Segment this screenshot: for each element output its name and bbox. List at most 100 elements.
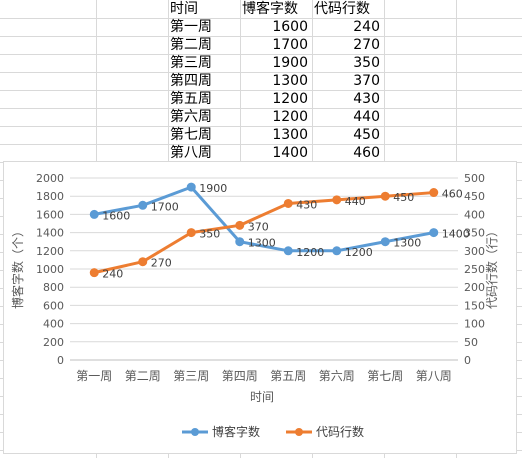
code-lines-data-label: 460	[442, 188, 463, 201]
header-cell-code-lines[interactable]: 代码行数	[314, 1, 370, 17]
table-cell-code[interactable]: 240	[353, 19, 380, 35]
sheet-row-line	[0, 90, 522, 91]
blog-words-point[interactable]	[138, 200, 148, 210]
table-cell-blog[interactable]: 1200	[272, 109, 308, 125]
table-cell-week[interactable]: 第四周	[170, 73, 212, 89]
right-tick-label: 400	[464, 208, 485, 221]
table-cell-blog[interactable]: 1400	[272, 145, 308, 161]
right-axis-title: 代码行数（行）	[484, 225, 499, 309]
left-tick-label: 600	[43, 299, 64, 312]
table-cell-blog[interactable]: 1200	[272, 91, 308, 107]
sheet-row-line	[0, 36, 522, 37]
x-tick-label: 第六周	[319, 369, 355, 383]
sheet-row-line	[0, 18, 522, 19]
left-tick-label: 400	[43, 318, 64, 331]
legend-point-marker	[295, 428, 303, 436]
sheet-row-line	[0, 108, 522, 109]
chart-legend[interactable]: 博客字数 代码行数	[182, 424, 364, 439]
right-tick-label: 450	[464, 190, 485, 203]
right-tick-label: 100	[464, 318, 485, 331]
code-lines-point[interactable]	[138, 257, 148, 267]
table-cell-week[interactable]: 第七周	[170, 127, 212, 143]
blog-words-data-label: 1400	[442, 228, 470, 241]
right-tick-label: 200	[464, 281, 485, 294]
code-lines-point[interactable]	[429, 188, 439, 198]
header-cell-time[interactable]: 时间	[170, 1, 198, 17]
table-cell-code[interactable]: 350	[353, 55, 380, 71]
legend-entry-label[interactable]: 代码行数	[316, 424, 364, 439]
blog-words-data-label: 1700	[151, 200, 179, 213]
code-lines-series-line[interactable]	[92, 191, 436, 275]
table-cell-blog[interactable]: 1600	[272, 19, 308, 35]
right-tick-label: 300	[464, 245, 485, 258]
left-tick-label: 1600	[36, 208, 64, 221]
legend-point-marker	[191, 428, 199, 436]
table-cell-code[interactable]: 450	[353, 127, 380, 143]
table-cell-week[interactable]: 第二周	[170, 37, 212, 53]
table-cell-week[interactable]: 第五周	[170, 91, 212, 107]
x-axis-title: 时间	[250, 390, 274, 404]
sheet-row-line	[0, 72, 522, 73]
right-tick-label: 500	[464, 172, 485, 185]
table-cell-code[interactable]: 270	[353, 37, 380, 53]
code-lines-data-label: 350	[199, 228, 220, 241]
right-tick-label: 50	[464, 336, 478, 349]
x-tick-label: 第一周	[76, 369, 112, 383]
left-tick-label: 1400	[36, 227, 64, 240]
x-tick-label: 第七周	[367, 369, 403, 383]
blog-words-point[interactable]	[332, 246, 342, 256]
code-lines-data-label: 270	[151, 257, 172, 270]
left-axis-title: 博客字数（个）	[10, 225, 25, 309]
table-cell-week[interactable]: 第三周	[170, 55, 212, 71]
left-tick-label: 200	[43, 336, 64, 349]
right-tick-label: 250	[464, 263, 485, 276]
blog-words-point[interactable]	[380, 237, 390, 247]
chart-gridlines	[70, 177, 458, 361]
x-axis: 第一周 第二周 第三周 第四周 第五周 第六周 第七周 第八周	[70, 359, 458, 383]
code-lines-point[interactable]	[186, 228, 196, 238]
code-lines-data-label: 450	[393, 191, 414, 204]
x-tick-label: 第四周	[222, 369, 258, 383]
table-cell-blog[interactable]: 1700	[272, 37, 308, 53]
chart-series[interactable]	[89, 182, 439, 278]
chart-data-labels: 1600 1700 1900 1300 1200 1200 1300 1400 240 270 35…	[102, 182, 470, 281]
right-tick-label: 150	[464, 299, 485, 312]
left-tick-label: 1000	[36, 263, 64, 276]
blog-words-data-label: 1900	[199, 182, 227, 195]
table-cell-code[interactable]: 430	[353, 91, 380, 107]
table-cell-code[interactable]: 440	[353, 109, 380, 125]
x-tick-label: 第八周	[416, 369, 452, 383]
blog-words-point[interactable]	[235, 237, 245, 247]
code-lines-point[interactable]	[283, 198, 293, 208]
code-lines-point[interactable]	[380, 191, 390, 201]
blog-words-point[interactable]	[89, 209, 99, 219]
code-lines-data-label: 370	[248, 220, 269, 233]
code-lines-point[interactable]	[235, 220, 245, 230]
code-lines-data-label: 440	[345, 195, 366, 208]
table-cell-blog[interactable]: 1900	[272, 55, 308, 71]
blog-words-data-label: 1300	[393, 237, 421, 250]
left-axis: 0 200 400 600 800 1000 1200 1400 1600 1800 2000	[36, 172, 64, 367]
table-cell-week[interactable]: 第六周	[170, 109, 212, 125]
code-lines-point[interactable]	[89, 268, 99, 278]
table-cell-blog[interactable]: 1300	[272, 127, 308, 143]
table-cell-code[interactable]: 460	[353, 145, 380, 161]
header-cell-blog-words[interactable]: 博客字数	[242, 1, 298, 17]
table-cell-week[interactable]: 第八周	[170, 145, 212, 161]
code-lines-data-label: 240	[102, 268, 123, 281]
line-chart[interactable]: 0 200 400 600 800 1000 1200 1400 1600 1800 2000 0 5…	[4, 162, 516, 453]
embedded-chart[interactable]: 0 200 400 600 800 1000 1200 1400 1600 1800 2000 0 5…	[3, 161, 517, 454]
sheet-row-line	[0, 144, 522, 145]
table-cell-week[interactable]: 第一周	[170, 19, 212, 35]
blog-words-point[interactable]	[186, 182, 196, 192]
x-tick-label: 第五周	[270, 369, 306, 383]
code-lines-point[interactable]	[332, 195, 342, 205]
blog-words-series-line[interactable]	[92, 185, 436, 253]
table-cell-blog[interactable]: 1300	[272, 73, 308, 89]
blog-words-point[interactable]	[429, 228, 439, 238]
legend-entry-label[interactable]: 博客字数	[212, 424, 260, 439]
blog-words-point[interactable]	[283, 246, 293, 256]
right-axis: 0 50 100 150 200 250 300 350 400 450 500	[464, 172, 485, 367]
table-cell-code[interactable]: 370	[353, 73, 380, 89]
